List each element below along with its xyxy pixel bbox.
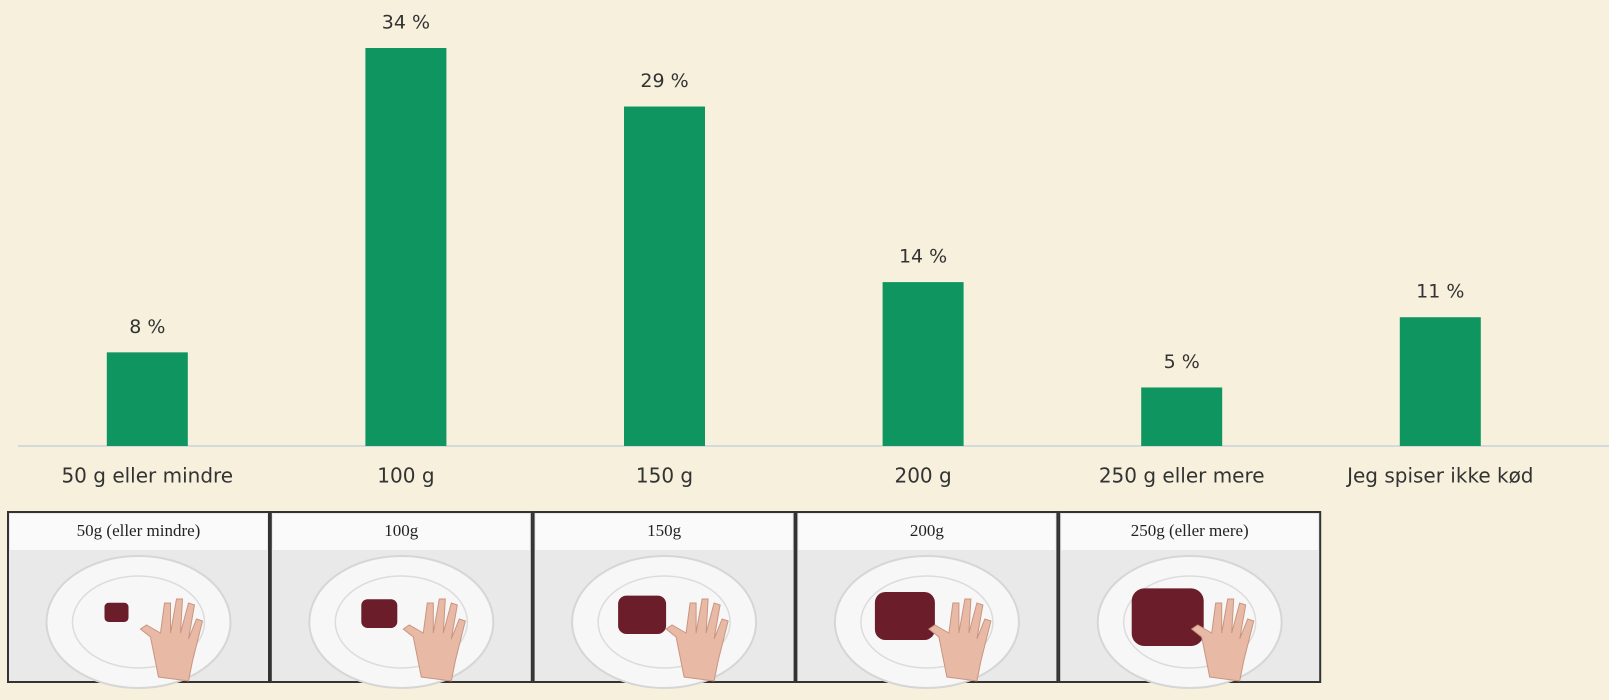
bar — [1141, 387, 1223, 446]
value-label: 5 % — [1164, 351, 1200, 373]
portion-photo: 50g (eller mindre) — [7, 511, 270, 689]
meat — [874, 592, 935, 640]
hand — [665, 598, 729, 682]
bar — [1399, 317, 1481, 446]
photo-caption: 200g — [910, 521, 945, 540]
meat — [1131, 588, 1204, 646]
bar — [624, 106, 705, 446]
value-label: 34 % — [382, 12, 430, 34]
plate-rim — [597, 575, 731, 669]
portion-photo: 100g — [269, 511, 533, 689]
value-label: 11 % — [1416, 281, 1464, 303]
photo-header — [798, 514, 1056, 550]
bar — [365, 48, 447, 446]
plate-rim — [860, 575, 994, 669]
x-tick-label: 150 g — [636, 464, 693, 488]
value-label: 29 % — [640, 70, 688, 92]
photo-header — [1061, 514, 1319, 550]
x-tick-label: 50 g eller mindre — [61, 464, 233, 488]
plate-rim — [71, 575, 206, 669]
portion-photo: 250g (eller mere) — [1058, 511, 1322, 689]
portion-photo: 200g — [795, 511, 1059, 689]
photo-header — [272, 514, 530, 550]
hand — [139, 598, 204, 682]
x-tick-label: 250 g eller mere — [1099, 464, 1265, 488]
meat — [104, 602, 129, 622]
hand — [402, 598, 466, 682]
meat — [361, 599, 398, 628]
bar — [106, 352, 188, 446]
x-tick-label: Jeg spiser ikke kød — [1345, 464, 1533, 488]
plate-rim — [1122, 575, 1257, 669]
photo-caption: 150g — [647, 521, 682, 540]
meat — [618, 595, 667, 634]
photo-header — [10, 514, 267, 550]
plate-rim — [334, 575, 469, 669]
bar — [882, 282, 964, 446]
hand — [928, 598, 992, 682]
photo-caption: 100g — [384, 521, 419, 540]
photo-caption: 250g (eller mere) — [1131, 521, 1249, 540]
portion-photo: 150g — [532, 511, 796, 689]
photo-caption: 50g (eller mindre) — [77, 521, 201, 540]
value-label: 14 % — [899, 246, 947, 268]
hand — [1190, 598, 1255, 682]
x-tick-label: 200 g — [894, 464, 951, 488]
x-tick-label: 100 g — [377, 464, 434, 488]
value-label: 8 % — [129, 316, 165, 338]
photo-header — [535, 514, 793, 550]
